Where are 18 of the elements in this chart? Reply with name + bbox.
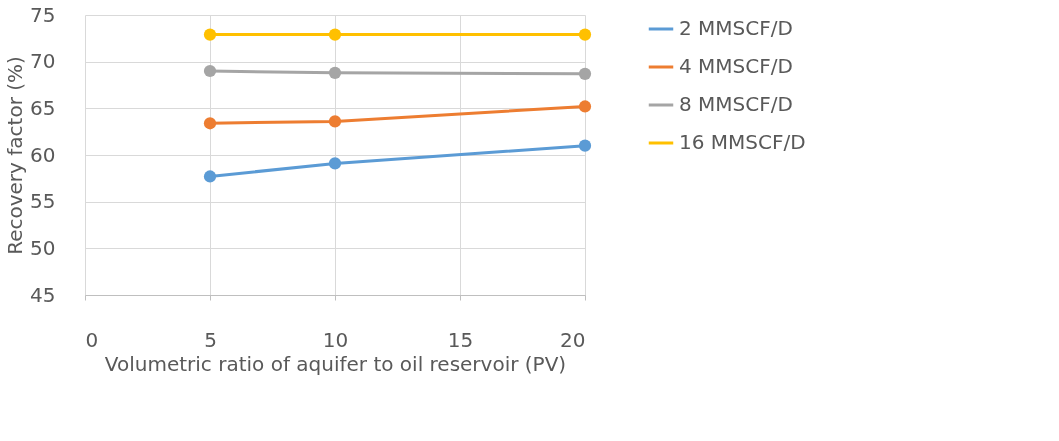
x-tick-label: 0 <box>85 327 99 352</box>
x-tick-label: 5 <box>204 327 217 352</box>
y-tick-label: 55 <box>30 189 56 214</box>
y-tick-label: 70 <box>30 49 56 74</box>
y-tick-label: 65 <box>30 95 56 120</box>
x-tick-label: 15 <box>447 327 474 352</box>
x-tick-label: 20 <box>560 327 586 352</box>
y-tick-label: 50 <box>30 235 56 260</box>
legend-label: 8 MMSCF/D <box>679 92 793 116</box>
y-tick-label: 45 <box>30 282 56 307</box>
y-tick-label: 75 <box>30 2 56 27</box>
y-tick-label: 60 <box>30 142 56 167</box>
x-axis-title: Volumetric ratio of aquifer to oil reservoir (PV) <box>104 351 567 376</box>
y-axis-title: Recovery factor (%) <box>3 56 28 255</box>
legend-label: 16 MMSCF/D <box>679 130 806 154</box>
x-tick-label: 10 <box>322 327 349 352</box>
legend-label: 4 MMSCF/D <box>679 54 793 78</box>
legend-label: 2 MMSCF/D <box>679 16 793 40</box>
